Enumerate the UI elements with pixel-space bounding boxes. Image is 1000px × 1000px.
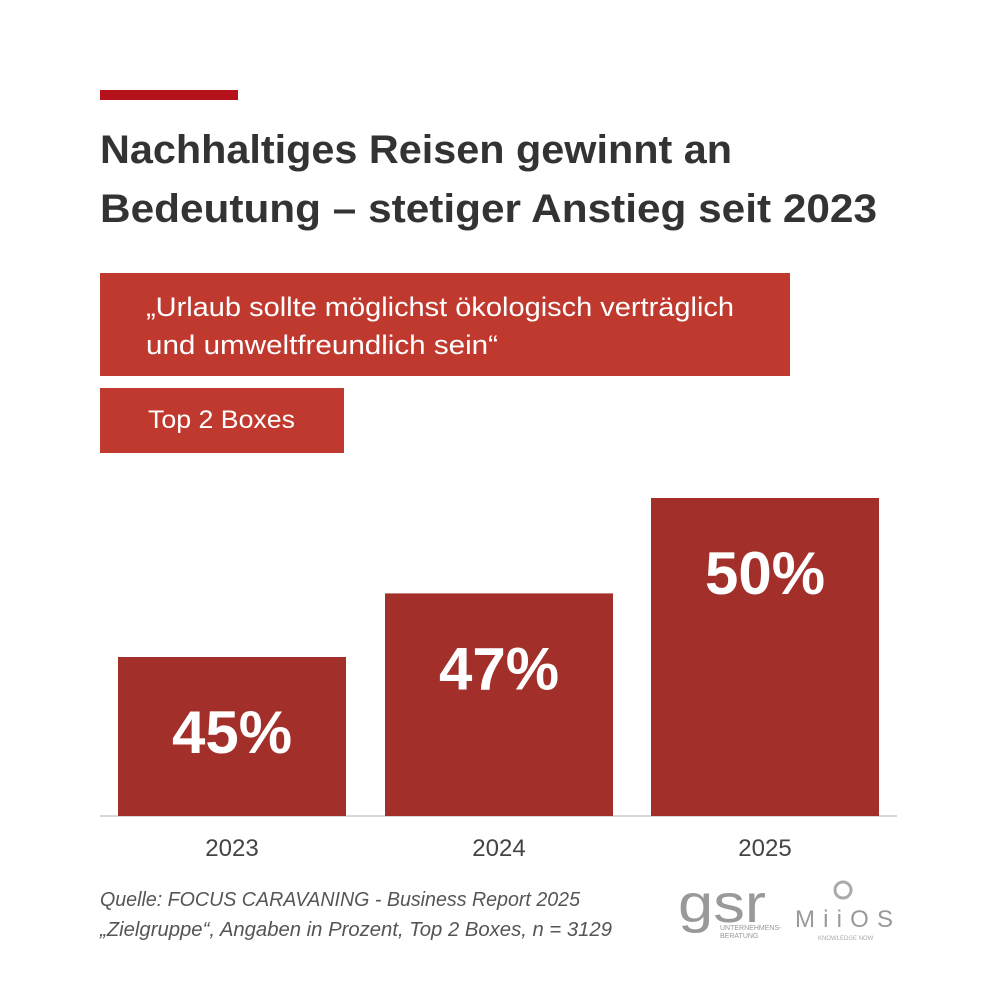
x-tick-label: 2025 <box>738 835 791 862</box>
value-label: 45% <box>172 699 292 766</box>
logo: gsr <box>678 874 766 934</box>
bar <box>651 498 879 816</box>
value-label: 47% <box>439 635 559 702</box>
value-label: 50% <box>705 540 825 607</box>
subtitle: „Urlaub sollte möglichst ökologisch vert… <box>146 292 734 322</box>
bar <box>118 657 346 816</box>
logo-icon <box>833 880 853 900</box>
logo-text: UNTERNEHMENS- <box>720 925 782 932</box>
chart-title: Nachhaltiges Reisen gewinnt an <box>100 128 732 172</box>
bar <box>385 593 613 816</box>
source: „Zielgruppe“, Angaben in Prozent, Top 2 … <box>99 919 612 941</box>
subtitle-box <box>100 273 790 376</box>
accent-bar <box>100 90 238 100</box>
chart-title: Bedeutung – stetiger Anstieg seit 2023 <box>100 187 877 231</box>
x-tick-label: 2023 <box>205 835 258 862</box>
logo-text: BERATUNG <box>720 933 758 940</box>
subtitle: und umweltfreundlich sein“ <box>146 330 498 360</box>
label: Top 2 Boxes <box>148 406 295 434</box>
source: Quelle: FOCUS CARAVANING - Business Repo… <box>100 889 581 911</box>
label-box <box>100 388 344 453</box>
x-tick-label: 2024 <box>472 835 525 862</box>
logo-text: KNOWLEDGE NOW <box>818 936 874 942</box>
